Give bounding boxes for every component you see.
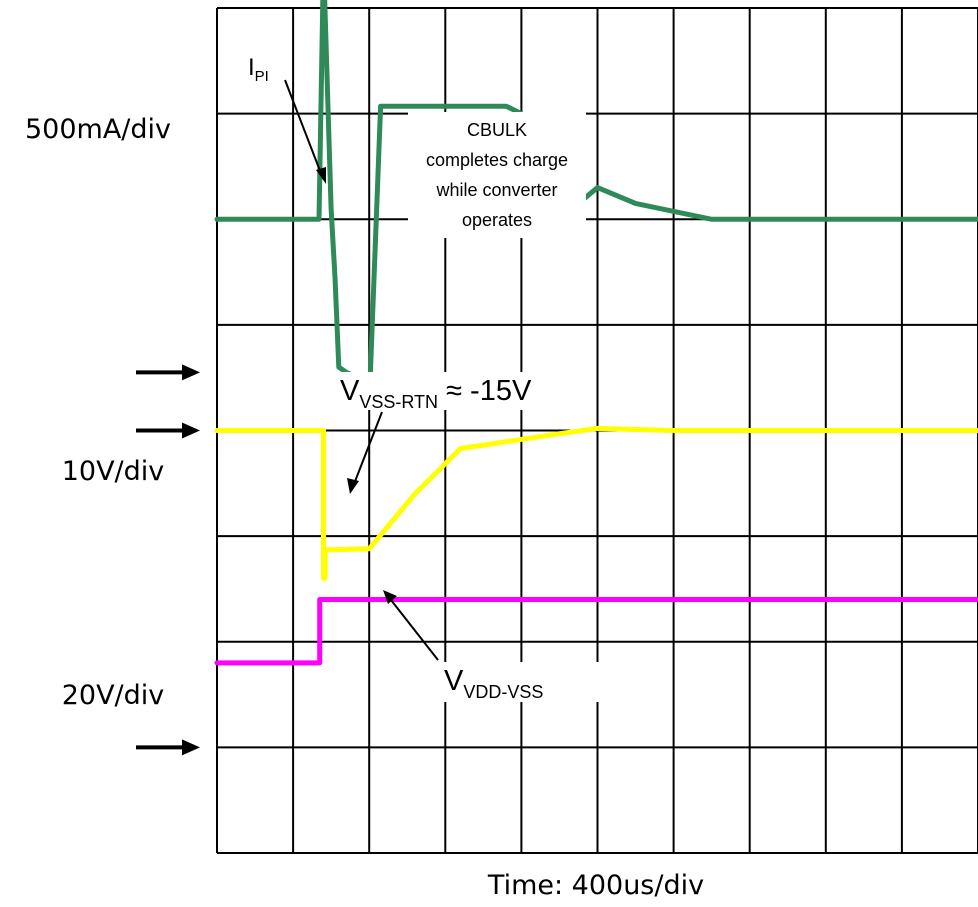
annotation-vdd-arrow (390, 599, 439, 661)
annotation-vss-box (334, 372, 580, 410)
ground-marker-arrow-icon (136, 422, 200, 439)
marker-head (182, 422, 200, 439)
ground-marker-arrow-icon (136, 364, 200, 381)
annotation-cbulk: CBULK completes charge while converter o… (408, 112, 586, 238)
marker-head (182, 364, 200, 381)
arrowhead-icon (347, 478, 359, 494)
channel-scale-vdd: 20V/div (62, 680, 165, 711)
annotation-ipi: IPI (236, 48, 326, 184)
traces (214, 0, 978, 666)
trace-v-vdd-vss (214, 597, 978, 666)
annotation-cbulk-box (408, 112, 586, 238)
annotation-ipi-text: IPI (248, 54, 269, 85)
annotation-vdd: VVDD-VSS (383, 590, 606, 702)
arrowhead-icon (383, 590, 397, 604)
annotation-cbulk-line: while converter (435, 180, 557, 200)
annotation-vdd-text: VVDD-VSS (444, 665, 543, 702)
annotation-cbulk-line: CBULK (467, 120, 527, 140)
annotation-vss-arrow (353, 411, 383, 485)
channel-scale-vss: 10V/div (62, 456, 165, 487)
annotation-ipi-arrow (284, 79, 323, 177)
annotation-vss: VVSS-RTN ≈ -15V (334, 372, 580, 494)
x-axis-label: Time: 400us/div (487, 870, 704, 901)
annotation-cbulk-line: completes charge (426, 150, 568, 170)
trace-v-vss-rtn (214, 425, 978, 581)
marker-head (182, 739, 200, 756)
trace-i-pi (214, 0, 978, 386)
annotation-vdd-box (434, 662, 606, 702)
channel-scale-current: 500mA/div (25, 114, 171, 145)
annotation-vss-text: VVSS-RTN ≈ -15V (340, 375, 532, 412)
ground-marker-arrow-icon (136, 739, 200, 756)
annotation-ipi-box (236, 48, 286, 86)
annotation-cbulk-line: operates (462, 210, 532, 230)
ground-markers (136, 364, 200, 756)
arrowhead-icon (316, 167, 326, 184)
